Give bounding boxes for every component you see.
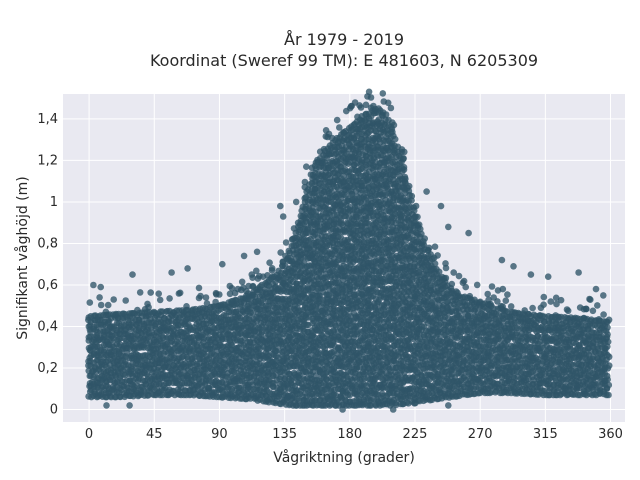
data-point <box>391 135 399 143</box>
data-point <box>405 182 413 190</box>
chart-title-line-1: År 1979 - 2019 <box>284 30 404 49</box>
data-point <box>408 192 416 200</box>
chart-title-line-2: Koordinat (Sweref 99 TM): E 481603, N 62… <box>150 51 538 70</box>
scatter-points <box>85 88 613 413</box>
data-point <box>402 175 409 183</box>
